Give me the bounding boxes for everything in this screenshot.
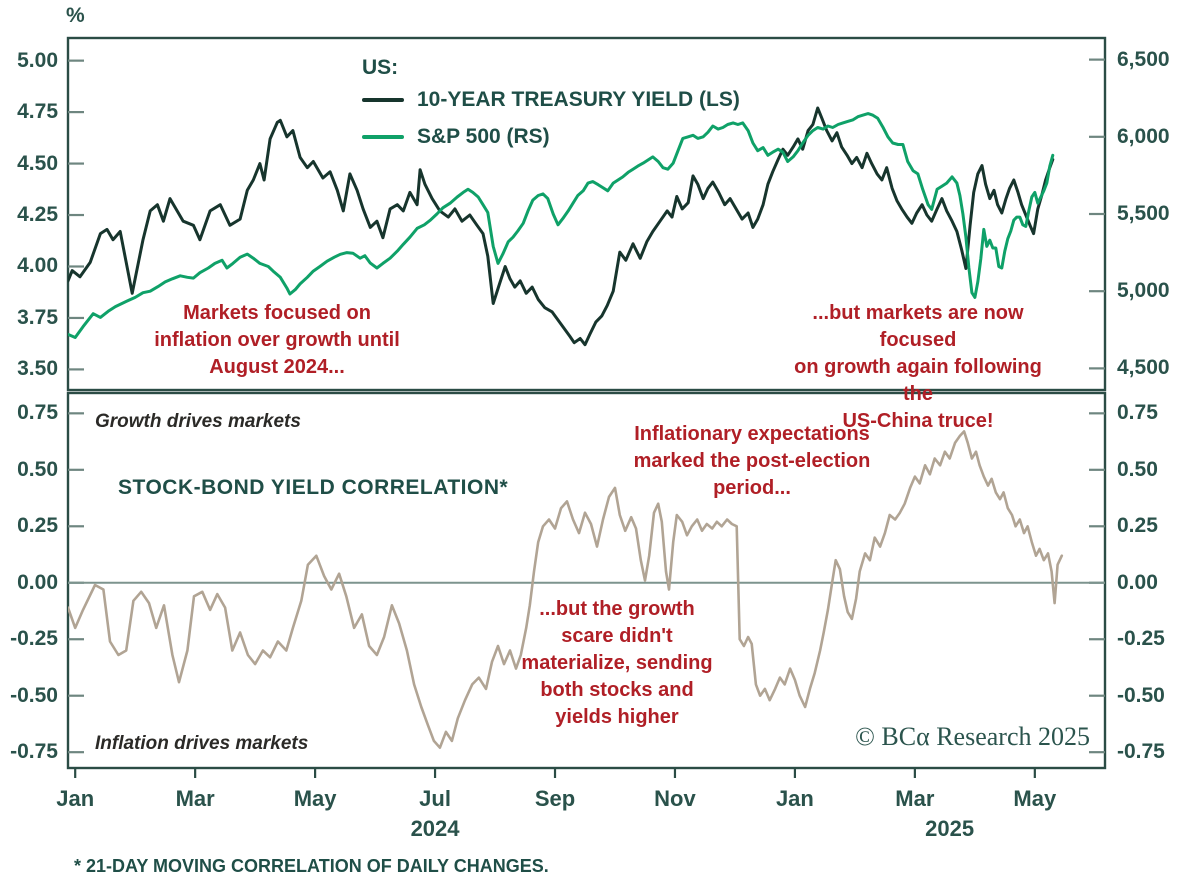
year-label: 2025 [925,816,975,841]
correlation-left-axis-tick-label: 0.25 [17,514,58,538]
annotation-growth-scare: ...but the growth scare didn't materiali… [521,598,713,728]
sp500-line [68,112,1055,339]
yield-axis-tick-label: 5.00 [17,48,58,72]
sp500-axis-tick-label: 6,500 [1117,47,1170,71]
percent-axis-unit-label: % [66,4,85,27]
sp500-axis-tick-label: 5,000 [1117,279,1170,303]
growth-drives-markets-label: Growth drives markets [95,411,301,432]
yield-axis-tick-label: 3.75 [17,305,58,329]
bca-research-copyright: © BCα Research 2025 [855,722,1090,751]
yield-axis-tick-label: 4.00 [17,254,58,278]
legend-label-treasury-yield: 10-YEAR TREASURY YIELD (LS) [417,88,740,111]
month-tick-label: May [1013,786,1057,811]
legend-item-sp500: S&P 500 (RS) [362,125,740,149]
sp500-axis-tick-label: 4,500 [1117,356,1170,380]
month-tick-label: Sep [534,786,576,811]
correlation-panel-title: STOCK-BOND YIELD CORRELATION* [118,476,509,499]
correlation-left-axis-tick-label: 0.50 [17,457,58,481]
sp500-axis-tick-label: 5,500 [1117,202,1170,225]
annotation-inflationary-expectations: Inflationary expectations marked the pos… [633,423,871,499]
footnote: * 21-DAY MOVING CORRELATION OF DAILY CHA… [74,856,549,876]
legend-item-treasury-yield: 10-YEAR TREASURY YIELD (LS) [362,88,740,112]
correlation-right-axis-tick-label: 0.50 [1117,457,1158,481]
month-tick-label: Mar [175,786,215,811]
year-label: 2024 [410,816,460,841]
treasury-yield-line [68,106,1055,347]
yield-axis-tick-label: 4.50 [17,151,58,175]
annotation-inflation-focus: Markets focused on inflation over growth… [154,302,400,378]
legend-label-sp500: S&P 500 (RS) [417,125,550,148]
sp500-line-swatch [362,135,404,139]
correlation-left-axis-tick-label: -0.25 [10,627,58,651]
correlation-left-axis-tick-label: -0.50 [10,683,58,707]
correlation-right-axis-tick-label: -0.50 [1117,683,1165,707]
correlation-line [68,430,1064,750]
correlation-right-axis-tick-label: 0.75 [1117,401,1158,425]
month-tick-label: May [293,786,337,811]
month-tick-label: Mar [895,786,935,811]
correlation-right-axis-tick-label: -0.25 [1117,627,1165,651]
yield-axis-tick-label: 4.25 [17,203,58,227]
month-tick-label: Jul [419,786,451,811]
correlation-panel [66,391,1107,770]
yield-axis-tick-label: 4.75 [17,100,58,124]
correlation-right-axis-tick-label: -0.75 [1117,740,1165,764]
correlation-right-axis-tick-label: 0.00 [1117,570,1158,594]
legend-title: US: [362,56,399,79]
month-tick-label: Jan [775,786,814,811]
inflation-drives-markets-label: Inflation drives markets [95,733,309,754]
month-tick-label: Jan [56,786,95,811]
correlation-left-axis-tick-label: 0.00 [17,570,58,594]
yield-axis-tick-label: 3.50 [17,357,58,381]
correlation-left-axis-tick-label: -0.75 [10,740,58,764]
month-tick-label: Nov [654,786,696,811]
legend: US: 10-YEAR TREASURY YIELD (LS) S&P 500 … [362,56,740,162]
sp500-axis-tick-label: 6,000 [1117,124,1170,148]
correlation-right-axis-tick-label: 0.25 [1117,514,1158,538]
correlation-left-axis-tick-label: 0.75 [17,401,58,425]
treasury-yield-line-swatch [362,98,404,102]
annotation-growth-focus: ...but markets are now focused on growth… [794,302,1042,432]
